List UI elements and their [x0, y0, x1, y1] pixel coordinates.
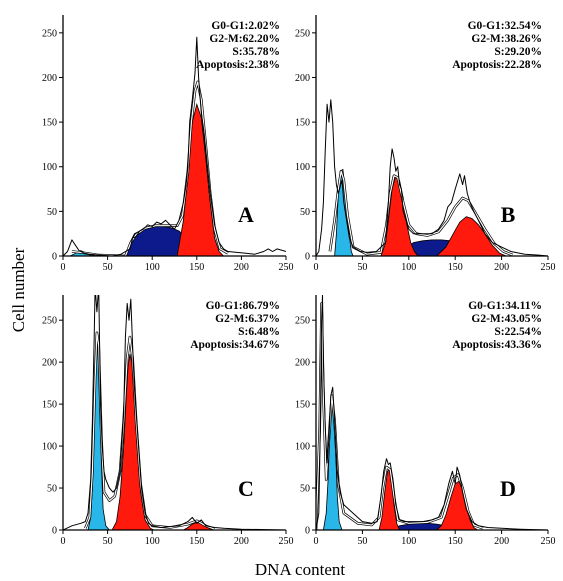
panel-b-y-tick-label: 50 — [300, 207, 310, 218]
panel-b-x-tick-label: 0 — [314, 262, 319, 273]
panel-b-y-tick-label: 150 — [295, 118, 310, 129]
panel-d-histogram-line — [316, 295, 548, 530]
panel-c-stat-label: G0-G1:86.79% — [206, 300, 280, 312]
panel-a-stat-label: S:35.78% — [232, 46, 280, 58]
panel-c-y-tick-label: 100 — [42, 442, 57, 453]
panel-d-y-tick-label: 200 — [295, 358, 310, 369]
panel-c-x-tick-label: 200 — [234, 536, 249, 547]
panel-b-stat-label: S:29.20% — [494, 46, 542, 58]
panel-c-histogram-line — [63, 295, 286, 530]
panel-c-letter: C — [238, 476, 254, 501]
panel-d-x-tick-label: 250 — [541, 536, 556, 547]
panel-c-stat-label: S:6.48% — [238, 326, 280, 338]
panel-a-letter: A — [238, 202, 254, 227]
panel-a-y-tick-label: 100 — [42, 162, 57, 173]
panel-c-x-tick-label: 50 — [103, 536, 113, 547]
panel-c-stat-label: G2-M:6.37% — [215, 313, 280, 325]
panel-b-histogram-line — [316, 99, 548, 256]
panel-a-plot — [63, 36, 286, 256]
panel-b-y-tick-label: 200 — [295, 73, 310, 84]
panel-b-y-tick-label: 0 — [305, 252, 310, 263]
panel-b-x-tick-label: 50 — [357, 262, 367, 273]
panel-d-x-tick-label: 100 — [401, 536, 416, 547]
panel-b-x-tick-label: 250 — [541, 262, 556, 273]
panel-b-stat-label: G2-M:38.26% — [471, 33, 542, 45]
panel-b-y-tick-label: 100 — [295, 162, 310, 173]
panel-c-x-tick-label: 0 — [61, 536, 66, 547]
panel-c-y-tick-label: 0 — [52, 526, 57, 537]
panel-b-y-tick-label: 250 — [295, 28, 310, 39]
panel-d-letter: D — [500, 476, 516, 501]
panel-b: 0 50 100 150 200 250 0 50 100 150 200 250 G0-G1:32.5… — [295, 15, 556, 273]
panel-c-y-tick-label: 250 — [42, 316, 57, 327]
panel-b-stat-label: Apoptosis:22.28% — [452, 59, 542, 71]
panel-c-x-tick-label: 250 — [279, 536, 294, 547]
panel-a-x-tick-label: 0 — [61, 262, 66, 273]
panel-a-y-tick-label: 250 — [42, 28, 57, 39]
panel-a-stat-label: Apoptosis:2.38% — [196, 59, 280, 71]
panel-d-stat-label: Apoptosis:43.36% — [452, 339, 542, 351]
panel-a-stat-label: G0-G1:2.02% — [211, 20, 280, 32]
panel-b-plot — [316, 99, 548, 256]
panel-d: 0 50 100 150 200 250 0 50 100 150 200 250 G0-G1:34.1… — [295, 295, 556, 547]
panel-b-x-tick-label: 100 — [401, 262, 416, 273]
panel-a-stat-label: G2-M:62.20% — [209, 33, 280, 45]
panel-d-stat-label: S:22.54% — [494, 326, 542, 338]
panel-c-fit-outline — [84, 331, 216, 530]
panel-d-g2m-area-2 — [435, 480, 479, 530]
panel-b-x-tick-label: 150 — [448, 262, 463, 273]
panel-b-letter: B — [501, 202, 516, 227]
panel-c-x-tick-label: 150 — [189, 536, 204, 547]
panel-a-x-tick-label: 200 — [234, 262, 249, 273]
panel-c-x-tick-label: 100 — [145, 536, 160, 547]
panels: 0 50 100 150 200 250 0 50 100 150 200 250 G0-G1:2.02… — [42, 15, 556, 547]
panel-d-x-tick-label: 200 — [494, 536, 509, 547]
panel-a-y-tick-label: 0 — [52, 252, 57, 263]
panel-a-x-tick-label: 50 — [103, 262, 113, 273]
panel-d-y-tick-label: 250 — [295, 316, 310, 327]
panel-c-plot — [63, 295, 286, 530]
panel-a: 0 50 100 150 200 250 0 50 100 150 200 250 G0-G1:2.02… — [42, 15, 294, 273]
panel-b-stat-label: G0-G1:32.54% — [468, 20, 542, 32]
panel-d-y-tick-label: 50 — [300, 484, 310, 495]
panel-d-y-tick-label: 0 — [305, 526, 310, 537]
panel-d-x-tick-label: 0 — [314, 536, 319, 547]
panel-b-g2m-area-2 — [436, 216, 507, 256]
panel-a-x-tick-label: 250 — [279, 262, 294, 273]
panel-a-x-tick-label: 100 — [145, 262, 160, 273]
panel-b-x-tick-label: 200 — [494, 262, 509, 273]
panel-c: 0 50 100 150 200 250 0 50 100 150 200 250 G0-G1:86.7… — [42, 295, 294, 547]
panel-d-stat-label: G2-M:43.05% — [471, 313, 542, 325]
panel-c-y-tick-label: 150 — [42, 400, 57, 411]
panel-a-y-tick-label: 200 — [42, 73, 57, 84]
panel-c-y-tick-label: 50 — [47, 484, 57, 495]
panel-d-x-tick-label: 150 — [448, 536, 463, 547]
panel-c-fit-line — [84, 332, 215, 530]
panel-d-stat-label: G0-G1:34.11% — [468, 300, 542, 312]
x-axis-title: DNA content — [255, 560, 345, 579]
panel-a-y-tick-label: 50 — [47, 207, 57, 218]
panel-a-x-tick-label: 150 — [189, 262, 204, 273]
panel-d-x-tick-label: 50 — [357, 536, 367, 547]
panel-a-y-tick-label: 150 — [42, 118, 57, 129]
y-axis-title: Cell number — [9, 247, 28, 332]
panel-c-y-tick-label: 200 — [42, 358, 57, 369]
panel-d-plot — [316, 295, 548, 530]
panel-c-stat-label: Apoptosis:34.67% — [190, 339, 280, 351]
panel-d-y-tick-label: 150 — [295, 400, 310, 411]
panel-d-y-tick-label: 100 — [295, 442, 310, 453]
